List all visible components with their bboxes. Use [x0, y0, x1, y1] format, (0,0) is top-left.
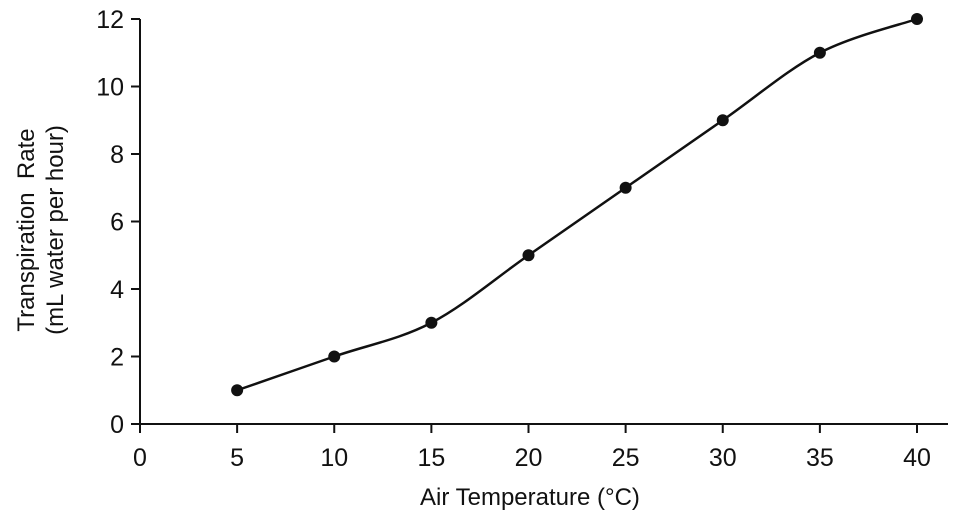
x-tick-label: 0: [133, 444, 147, 472]
data-point: [328, 350, 341, 363]
data-point: [716, 114, 729, 127]
y-axis-ticks: 0 2 4 6 8 10 12: [96, 6, 140, 439]
y-axis-title-group: Transpiration Rate (mL water per hour): [13, 125, 69, 335]
x-tick-label: 20: [515, 444, 543, 472]
x-tick-label: 40: [903, 444, 931, 472]
y-tick-label: 10: [96, 74, 124, 102]
x-axis-ticks: 0 5 10 15 20 25 30 35 40: [133, 424, 931, 472]
data-point: [813, 46, 826, 59]
series-group: [231, 13, 923, 397]
x-axis-title: Air Temperature (°C): [420, 484, 640, 511]
data-point: [911, 13, 923, 25]
x-tick-label: 5: [230, 444, 244, 472]
y-tick-label: 6: [110, 209, 124, 237]
series-line: [235, 17, 919, 392]
data-point: [619, 181, 632, 194]
y-axis-title-line2: (mL water per hour): [42, 125, 69, 335]
y-tick-label: 4: [110, 276, 124, 304]
x-tick-label: 15: [417, 444, 445, 472]
y-tick-label: 8: [110, 141, 124, 169]
y-axis-title-line1: Transpiration Rate: [13, 128, 40, 331]
x-tick-label: 30: [709, 444, 737, 472]
y-tick-label: 0: [110, 411, 124, 439]
data-point: [522, 249, 535, 262]
y-tick-label: 2: [110, 344, 124, 372]
x-tick-label: 10: [320, 444, 348, 472]
y-tick-label: 12: [96, 6, 124, 34]
x-tick-label: 25: [612, 444, 640, 472]
x-tick-label: 35: [806, 444, 834, 472]
data-point: [231, 384, 244, 397]
data-point: [425, 316, 438, 329]
chart-axes: [139, 19, 948, 425]
